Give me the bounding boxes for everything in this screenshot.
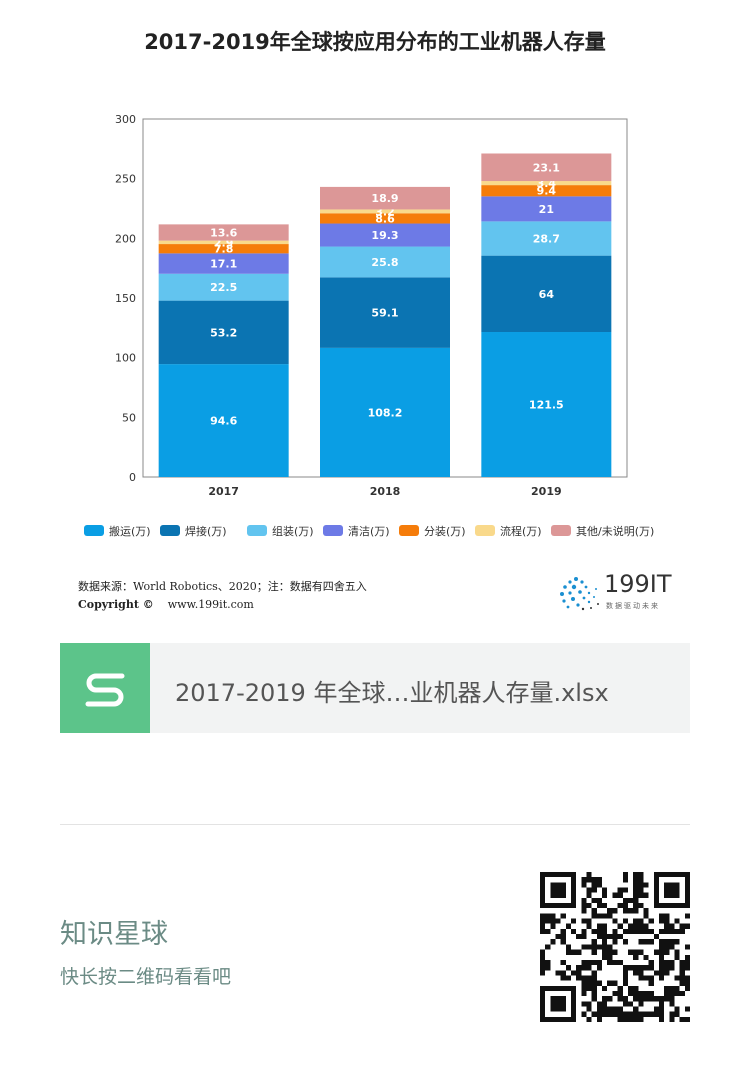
legend-swatch — [551, 525, 571, 536]
bar-segment — [158, 240, 289, 245]
bar-segment — [320, 209, 450, 214]
logo-text: 199IT — [604, 570, 672, 598]
bar-segment — [320, 186, 450, 210]
qr-code-icon[interactable] — [540, 872, 690, 1022]
bar-segment — [320, 213, 450, 224]
bar-value-label: 22.5 — [210, 281, 237, 294]
y-tick-label: 300 — [115, 113, 136, 126]
y-tick-label: 250 — [115, 173, 136, 186]
bar-value-label: 53.2 — [210, 326, 237, 339]
bar-segment — [320, 223, 450, 247]
bar-segment — [158, 364, 289, 477]
legend-label: 其他/未说明(万) — [576, 524, 654, 538]
bar-value-label: 108.2 — [368, 406, 403, 419]
bar-value-label: 17.1 — [210, 258, 237, 271]
bar-value-label: 59.1 — [371, 307, 398, 320]
y-tick-label: 150 — [115, 292, 136, 305]
copyright-label: Copyright © — [78, 598, 154, 611]
bar-value-label: 94.6 — [210, 415, 237, 428]
y-tick-label: 100 — [115, 352, 136, 365]
chart-title: 2017-2019年全球按应用分布的工业机器人存量 — [144, 30, 606, 54]
y-tick-label: 200 — [115, 232, 136, 245]
bar-value-label: 13.6 — [210, 226, 237, 239]
bar-segment — [320, 246, 450, 278]
legend-label: 组装(万) — [272, 524, 314, 538]
bar-segment — [158, 224, 289, 241]
copyright-line: Copyright © www.199it.com — [78, 598, 254, 611]
copyright-url[interactable]: www.199it.com — [167, 598, 254, 611]
y-tick-label: 0 — [129, 471, 136, 484]
y-tick-label: 50 — [122, 411, 136, 424]
attachment-filename: 2017-2019 年全球…业机器人存量.xlsx — [175, 679, 609, 707]
bar-value-label: 9.4 — [537, 185, 557, 198]
legend-swatch — [399, 525, 419, 536]
bar-value-label: 23.1 — [533, 161, 560, 174]
bar-value-label: 28.7 — [533, 233, 560, 246]
bar-value-label: 18.9 — [371, 192, 398, 205]
bar-value-label: 25.8 — [371, 256, 398, 269]
bar-segment — [158, 300, 289, 365]
legend-swatch — [247, 525, 267, 536]
legend-swatch — [84, 525, 104, 536]
bar-value-label: 64 — [539, 288, 555, 301]
bar-segment — [158, 273, 289, 301]
bar-segment — [158, 244, 289, 254]
x-tick-label: 2018 — [370, 485, 401, 498]
bar-segment — [481, 185, 612, 197]
bar-value-label: 21 — [539, 203, 554, 216]
legend: 搬运(万) 焊接(万) 组装(万) 清洁(万) 分装(万) 流程(万) 其他/未说明(万) — [84, 524, 654, 538]
bar-segment — [481, 181, 612, 186]
bar-value-label: 121.5 — [529, 399, 564, 412]
legend-label: 清洁(万) — [348, 525, 390, 538]
legend-label: 流程(万) — [500, 524, 542, 538]
bar-value-label: 7.8 — [214, 243, 234, 256]
bar-segment — [158, 253, 289, 274]
x-tick-label: 2019 — [531, 485, 562, 498]
bar-segment — [481, 332, 612, 477]
data-source-note: 数据来源：World Robotics、2020；注：数据有四舍五入 — [78, 580, 367, 593]
bar-segment — [320, 347, 450, 477]
bar-segment — [481, 153, 612, 182]
legend-swatch — [475, 525, 495, 536]
legend-label: 焊接(万) — [185, 524, 227, 538]
bar-segment — [481, 255, 612, 333]
bar-segment — [320, 277, 450, 348]
legend-label: 搬运(万) — [109, 524, 151, 538]
attachment-card[interactable]: 2017-2019 年全球…业机器人存量.xlsx — [60, 643, 690, 733]
bar-segment — [481, 221, 612, 256]
spreadsheet-file-icon — [60, 643, 150, 733]
legend-swatch — [160, 525, 180, 536]
knowledge-planet-title: 知识星球 — [60, 919, 168, 950]
logo-tagline: 数据驱动未来 — [606, 602, 660, 610]
bars: 94.653.222.517.17.82.913.6108.259.125.81… — [158, 153, 612, 477]
legend-swatch — [323, 525, 343, 536]
legend-label: 分装(万) — [424, 525, 466, 538]
bar-value-label: 8.6 — [375, 212, 395, 225]
divider — [60, 824, 690, 825]
x-tick-label: 2017 — [208, 485, 239, 498]
bar-value-label: 19.3 — [371, 229, 398, 242]
knowledge-planet-subtitle: 快长按二维码看看吧 — [60, 966, 232, 988]
x-axis: 2017 2018 2019 — [208, 485, 561, 498]
bar-segment — [481, 196, 612, 222]
logo-dots-icon — [560, 577, 599, 611]
y-axis: 0 50 100 150 200 250 300 — [115, 113, 136, 484]
